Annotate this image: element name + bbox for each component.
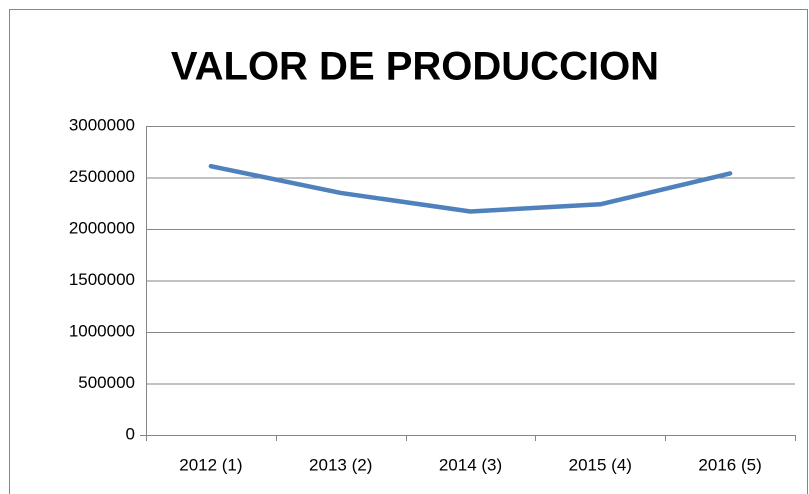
y-tick-label: 1500000: [69, 270, 135, 289]
chart-border: [9, 9, 808, 494]
x-tick-label: 2014 (3): [439, 455, 502, 474]
y-tick-label: 2500000: [69, 167, 135, 186]
chart-title: VALOR DE PRODUCCION: [171, 45, 659, 89]
x-tick-label: 2013 (2): [309, 455, 372, 474]
y-tick-label: 500000: [78, 373, 135, 392]
x-tick-label: 2012 (1): [179, 455, 242, 474]
x-tick-label: 2016 (5): [698, 455, 761, 474]
data-line: [208, 163, 733, 214]
y-tick-label: 3000000: [69, 115, 135, 134]
y-tick-label: 1000000: [69, 321, 135, 340]
y-tick-label: 2000000: [69, 218, 135, 237]
y-tick-label: 0: [126, 424, 135, 443]
x-tick-label: 2015 (4): [569, 455, 632, 474]
